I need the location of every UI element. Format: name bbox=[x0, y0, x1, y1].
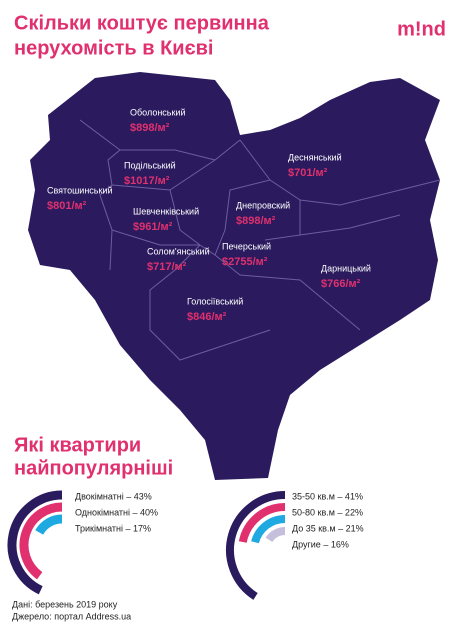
legend-label: 35-50 кв.м – 41% bbox=[292, 491, 363, 501]
radial-bar bbox=[265, 527, 286, 543]
district-price: $2755/м² bbox=[222, 256, 268, 268]
district-name: Оболонський bbox=[130, 107, 185, 117]
district-name: Шевченківський bbox=[133, 206, 199, 216]
district-price: $766/м² bbox=[321, 278, 361, 290]
district-name: Голосіївський bbox=[187, 296, 243, 306]
footer-date: Дані: березень 2019 року bbox=[12, 599, 118, 609]
district-name: Днепровский bbox=[236, 200, 290, 210]
district-price: $717/м² bbox=[147, 261, 187, 273]
radial-bar bbox=[251, 515, 286, 544]
district-name: Печерський bbox=[222, 241, 271, 251]
district-name: Деснянський bbox=[288, 152, 342, 162]
district-name: Святошинський bbox=[47, 185, 112, 195]
title-line: нерухомість в Києві bbox=[14, 37, 213, 59]
district-price: $898/м² bbox=[236, 215, 276, 227]
radial-bar bbox=[238, 503, 286, 543]
legend-label: До 35 кв.м – 21% bbox=[292, 523, 364, 533]
section-title-line: найпопулярніші bbox=[14, 457, 173, 479]
legend-label: 50-80 кв.м – 22% bbox=[292, 507, 363, 517]
legend-label: Двокімнатні – 43% bbox=[75, 491, 152, 501]
district-price: $1017/м² bbox=[124, 175, 170, 187]
section-title-line: Які квартири bbox=[14, 434, 141, 456]
district-price: $801/м² bbox=[47, 200, 87, 212]
radial-bar bbox=[7, 490, 63, 595]
district-price: $898/м² bbox=[130, 122, 170, 134]
district-price: $846/м² bbox=[187, 311, 227, 323]
legend-label: Однокімнатні – 40% bbox=[75, 507, 158, 517]
radial-bar bbox=[226, 491, 286, 600]
district-name: Солом'янський bbox=[147, 246, 210, 256]
legend-label: Другие – 16% bbox=[292, 539, 349, 549]
title-line: Скільки коштує первинна bbox=[14, 12, 270, 34]
legend-label: Трикімнатні – 17% bbox=[75, 523, 151, 533]
radial-bar bbox=[35, 514, 63, 535]
district-borders bbox=[79, 119, 441, 361]
district-name: Дарницький bbox=[321, 263, 371, 273]
district-price: $961/м² bbox=[133, 221, 173, 233]
radial-bar bbox=[19, 502, 63, 580]
footer-source: Джерело: портал Address.ua bbox=[12, 611, 131, 621]
logo: m!nd bbox=[397, 18, 446, 40]
kyiv-map bbox=[28, 72, 440, 480]
district-name: Подільський bbox=[124, 160, 176, 170]
district-price: $701/м² bbox=[288, 167, 328, 179]
